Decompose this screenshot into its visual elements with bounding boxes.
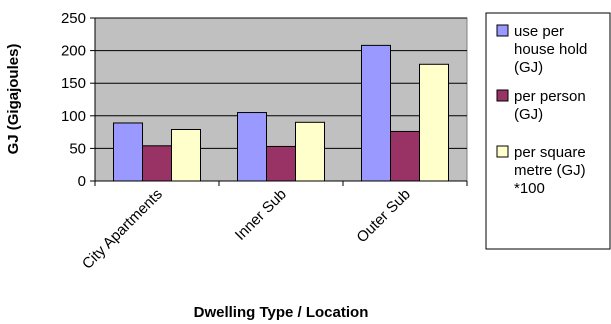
legend-swatch [496, 145, 509, 158]
legend-label: per person [514, 88, 586, 105]
bar [237, 112, 267, 182]
x-tick-label: Inner Sub [232, 186, 290, 244]
bar [361, 44, 391, 182]
legend-label: metre (GJ) [514, 162, 586, 179]
x-tick-label: Outer Sub [353, 186, 413, 246]
y-tick-label: 200 [61, 43, 86, 60]
legend-label: (GJ) [514, 106, 543, 123]
y-axis-title: GJ (Gigajoules) [5, 44, 22, 155]
legend-box [485, 12, 611, 250]
x-axis-ticks: City Apartments Inner Sub Outer Sub [79, 181, 468, 273]
y-tick-label: 100 [61, 108, 86, 125]
bar [266, 145, 296, 182]
legend-swatch [496, 89, 509, 102]
y-axis-ticks: 0 50 100 150 200 250 [61, 10, 95, 190]
bar [419, 63, 449, 182]
y-tick-label: 150 [61, 75, 86, 92]
legend-label: *100 [514, 180, 545, 197]
bar [142, 145, 172, 182]
legend-label: per square [514, 144, 586, 161]
bar [390, 130, 420, 182]
legend-label: (GJ) [514, 59, 543, 76]
legend-label: use per [514, 23, 564, 40]
bar [171, 128, 201, 182]
y-tick-label: 50 [69, 140, 86, 157]
bar [113, 122, 143, 182]
legend-swatch [496, 24, 509, 37]
bars [113, 44, 449, 182]
y-tick-label: 250 [61, 10, 86, 27]
y-tick-label: 0 [78, 173, 86, 190]
x-axis-title: Dwelling Type / Location [194, 304, 369, 321]
legend-label: house hold [514, 41, 587, 58]
x-tick-label: City Apartments [79, 186, 166, 273]
bar [295, 121, 325, 182]
